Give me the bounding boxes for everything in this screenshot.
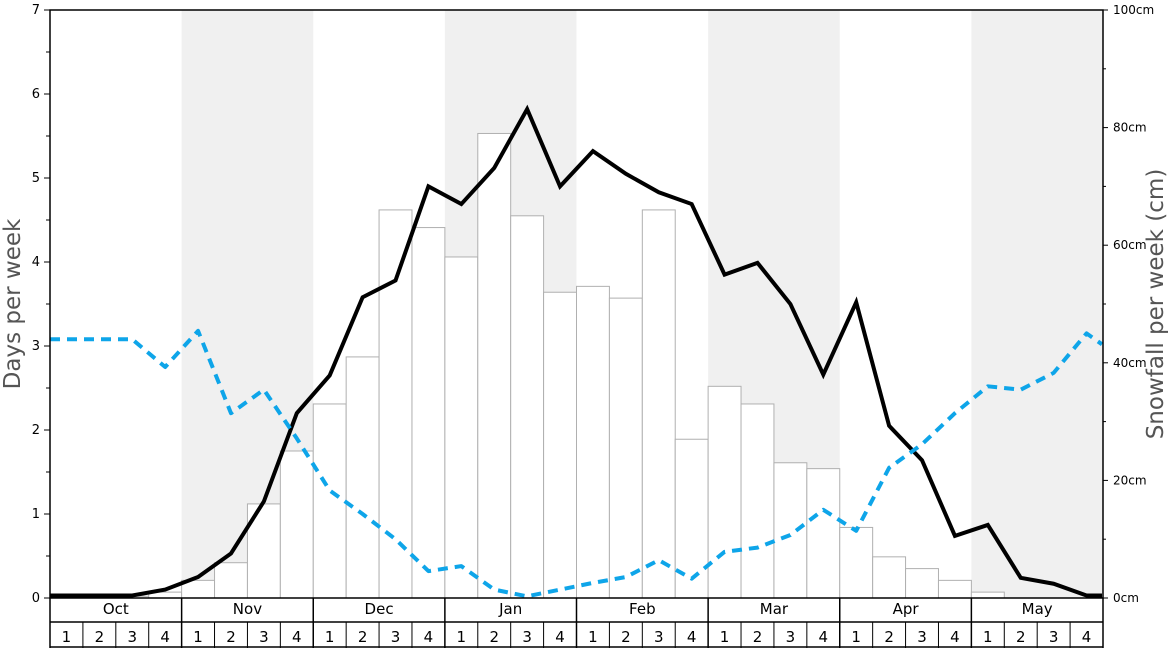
lines [50,104,1104,599]
snowfall-bars [49,132,1005,599]
y-tick-label-right: 100cm [1113,3,1154,17]
y-tick-label-left: 6 [32,87,40,102]
snowfall-bar [411,227,446,599]
snowfall-bar [279,450,314,599]
week-label: 2 [489,628,499,646]
week-label: 2 [753,628,763,646]
week-label: 3 [391,628,401,646]
week-label: 3 [1049,628,1059,646]
week-label: 4 [1082,628,1092,646]
snowfall-bar [378,209,413,599]
y-tick-label-right: 60cm [1113,238,1147,252]
month-label-nov: Nov [233,600,262,618]
month-label-feb: Feb [629,600,656,618]
week-label: 3 [127,628,137,646]
snowfall-bar [214,562,248,599]
snowfall-bar [510,215,545,599]
snowfall-bar [641,209,676,599]
week-label: 1 [588,628,598,646]
week-label: 4 [950,628,960,646]
snowfall-bar [839,526,874,599]
y-axis-title-left: Days per week [0,218,26,389]
month-shade-may [971,10,1103,598]
snowfall-bar [543,291,577,599]
x-axis: Oct 1 2 3 4 Nov 1 2 3 4 Dec 1 2 3 4 Jan 1 2 3 4 Feb 1 2 3 4 Mar 1 2… [49,598,1104,648]
week-label: 2 [95,628,105,646]
week-label: 3 [259,628,269,646]
week-label: 4 [160,628,170,646]
axes: 0 1 2 3 4 5 6 7 0cm 20cm 40cm 60cm 80cm 100cm [32,3,1154,606]
week-label: 2 [884,628,894,646]
month-label-jan: Jan [498,600,522,618]
y-tick-label-left: 1 [32,507,40,522]
week-label: 1 [457,628,467,646]
week-label: 4 [424,628,434,646]
week-label: 1 [62,628,72,646]
snowfall-bar [345,356,380,599]
week-label: 2 [226,628,236,646]
snowfall-bar [312,403,347,599]
y-tick-label-left: 4 [32,255,40,270]
snowfall-bar [872,556,907,599]
y-tick-label-left: 3 [32,339,40,354]
snowfall-bar [576,285,610,599]
y-tick-label-left: 5 [32,171,40,186]
snowfall-bar [477,132,512,599]
week-label: 1 [193,628,203,646]
month-label-apr: Apr [893,600,920,618]
snowfall-bar [740,403,775,599]
solid-days-line [50,104,1102,598]
snowfall-bar [707,385,742,599]
week-label: 4 [819,628,829,646]
month-label-dec: Dec [365,600,394,618]
snowfall-bar [444,256,479,599]
snowfall-bar [937,579,972,599]
dashed-days-line [50,328,1104,599]
week-label: 2 [358,628,368,646]
week-label: 2 [621,628,631,646]
y-tick-label-right: 20cm [1113,473,1147,487]
week-label: 3 [917,628,927,646]
month-label-may: May [1022,600,1053,618]
snowfall-bar [970,591,1005,599]
week-label: 3 [654,628,664,646]
snowfall-bar [608,297,643,599]
week-label: 1 [851,628,861,646]
week-label: 4 [555,628,565,646]
y-tick-label-right: 0cm [1113,591,1139,605]
week-label: 3 [522,628,532,646]
snowfall-bar [905,568,939,599]
y-tick-label-left: 2 [32,423,40,438]
week-label: 2 [1016,628,1026,646]
snowfall-bar [806,468,841,599]
week-label: 1 [325,628,335,646]
month-label-oct: Oct [103,600,129,618]
y-tick-label-left: 7 [32,3,40,18]
snowfall-bar [773,462,808,599]
week-label: 4 [687,628,697,646]
week-label: 1 [720,628,730,646]
week-label: 3 [786,628,796,646]
y-tick-label-left: 0 [32,591,40,606]
y-tick-label-right: 40cm [1113,356,1147,370]
week-label: 4 [292,628,302,646]
month-label-mar: Mar [760,600,789,618]
week-label: 1 [983,628,993,646]
y-axis-title-right: Snowfall per week (cm) [1143,169,1168,440]
y-tick-label-right: 80cm [1113,121,1147,135]
